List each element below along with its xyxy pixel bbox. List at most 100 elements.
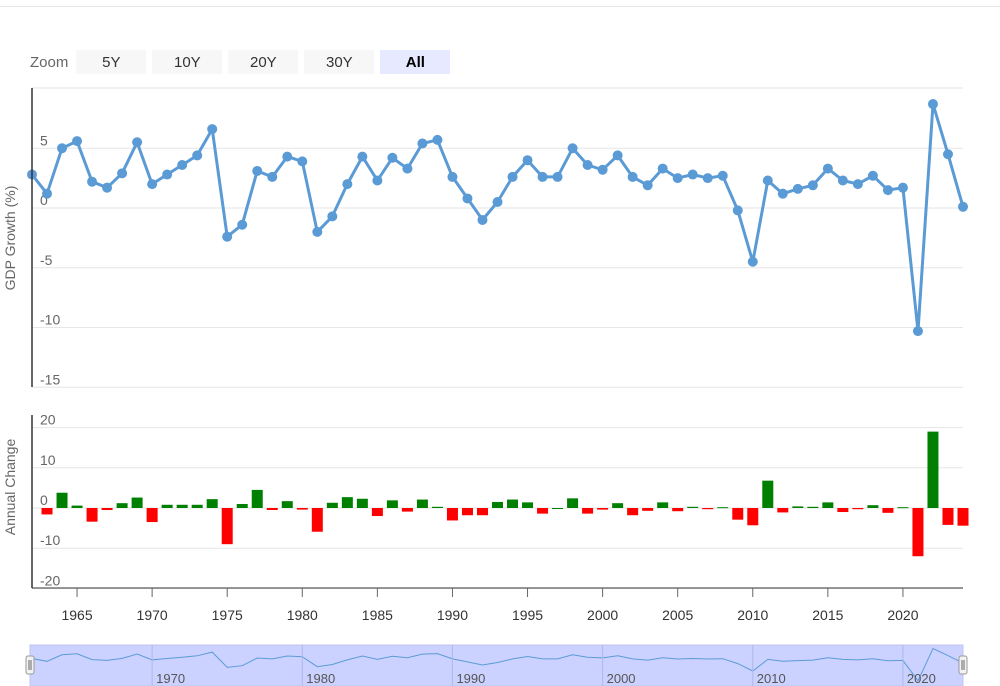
- change-bar: [431, 506, 443, 508]
- change-bar: [191, 504, 203, 508]
- change-bar: [957, 508, 969, 526]
- zoom-10y-button[interactable]: 10Y: [152, 50, 223, 74]
- top-divider: [0, 6, 1000, 7]
- change-bar: [131, 497, 143, 508]
- change-bar: [672, 508, 684, 512]
- gdp-point: [297, 156, 308, 167]
- change-bar: [777, 508, 789, 513]
- gdp-point: [447, 171, 458, 182]
- gdp-point: [462, 193, 473, 204]
- change-bar: [807, 506, 819, 508]
- change-bar: [927, 431, 939, 508]
- navigator-handle[interactable]: [25, 655, 35, 675]
- zoom-30y-button[interactable]: 30Y: [304, 50, 375, 74]
- gdp-y-ticks: 5 0 -5 -10 -15: [40, 132, 60, 387]
- gdp-point: [882, 185, 893, 196]
- gdp-point: [237, 219, 248, 230]
- gdp-point: [147, 179, 158, 190]
- x-tick-label: 1975: [212, 607, 243, 623]
- change-bar: [41, 508, 53, 515]
- change-bar: [71, 505, 83, 508]
- change-bar: [176, 504, 188, 508]
- y-tick-label: 10: [40, 452, 56, 468]
- navigator-handle[interactable]: [958, 655, 968, 675]
- change-bar: [537, 508, 549, 514]
- change-bar: [251, 489, 263, 508]
- change-bar: [717, 507, 729, 509]
- change-bar: [747, 508, 759, 526]
- gdp-point: [177, 159, 188, 170]
- y-tick-label: -20: [40, 572, 60, 588]
- y-tick-label: 0: [40, 192, 48, 208]
- x-tick-label: 1980: [287, 607, 318, 623]
- gdp-point: [492, 197, 503, 208]
- gdp-point: [207, 124, 218, 135]
- zoom-all-button[interactable]: All: [380, 50, 451, 74]
- gdp-point: [537, 171, 548, 182]
- change-bar: [912, 508, 924, 557]
- gdp-point: [312, 226, 323, 237]
- gdp-point: [252, 165, 263, 176]
- change-bar: [326, 502, 338, 508]
- gdp-point: [387, 152, 398, 163]
- change-bar: [897, 507, 909, 509]
- gdp-point: [102, 182, 113, 193]
- gdp-point: [162, 169, 173, 180]
- change-bar: [702, 508, 714, 510]
- change-bar: [867, 505, 879, 508]
- gdp-point: [87, 176, 98, 187]
- gdp-point: [822, 163, 833, 174]
- gdp-point: [687, 169, 698, 180]
- change-bar: [356, 498, 368, 508]
- change-bar: [446, 508, 458, 521]
- gdp-point: [762, 175, 773, 186]
- x-tick-label: 1995: [512, 607, 543, 623]
- gdp-point: [507, 171, 518, 182]
- navigator-tick-label: 2020: [907, 671, 936, 686]
- gdp-point: [927, 99, 938, 110]
- zoom-20y-button[interactable]: 20Y: [228, 50, 299, 74]
- gdp-point: [702, 173, 713, 184]
- gdp-grid: [32, 87, 963, 388]
- change-bar: [882, 508, 894, 513]
- gdp-point: [327, 211, 338, 222]
- gdp-point: [732, 205, 743, 216]
- gdp-point: [42, 188, 53, 199]
- y-tick-label: 20: [40, 412, 56, 428]
- gdp-point: [867, 170, 878, 181]
- change-bar: [371, 508, 383, 517]
- x-tick-label: 1965: [61, 607, 92, 623]
- zoom-5y-button[interactable]: 5Y: [76, 50, 147, 74]
- navigator[interactable]: 1970 1980 1990 2000 2010 2020: [25, 644, 968, 686]
- change-bar: [401, 508, 413, 512]
- gdp-point: [837, 175, 848, 186]
- change-bar: [522, 502, 534, 508]
- gdp-point: [357, 151, 368, 162]
- gdp-point: [432, 134, 443, 145]
- gdp-point: [642, 180, 653, 191]
- gdp-point: [777, 188, 788, 199]
- x-tick-label: 2005: [662, 607, 693, 623]
- x-tick-label: 2000: [587, 607, 618, 623]
- change-bar: [627, 508, 639, 516]
- change-y-ticks: 20 10 0 -10 -20: [40, 412, 60, 589]
- gdp-point: [372, 175, 383, 186]
- change-bar: [657, 502, 669, 508]
- zoom-bar: Zoom 5Y 10Y 20Y 30Y All: [30, 50, 451, 74]
- change-bar: [507, 499, 519, 508]
- change-bar: [597, 508, 609, 510]
- change-bar: [942, 508, 954, 525]
- change-bar: [552, 508, 564, 509]
- gdp-point: [657, 163, 668, 174]
- gdp-point: [672, 173, 683, 184]
- axes: [31, 88, 963, 589]
- x-axis-ticks: 1965 1970 1975 1980 1985 1990 1995 2000 2005 2010…: [61, 588, 919, 623]
- gdp-point: [567, 143, 578, 154]
- x-tick-label: 1985: [362, 607, 393, 623]
- navigator-line: [31, 647, 964, 682]
- change-bar: [852, 508, 864, 510]
- gdp-point: [282, 151, 293, 162]
- change-axis-title: Annual Change: [2, 439, 18, 536]
- change-bar: [296, 508, 308, 510]
